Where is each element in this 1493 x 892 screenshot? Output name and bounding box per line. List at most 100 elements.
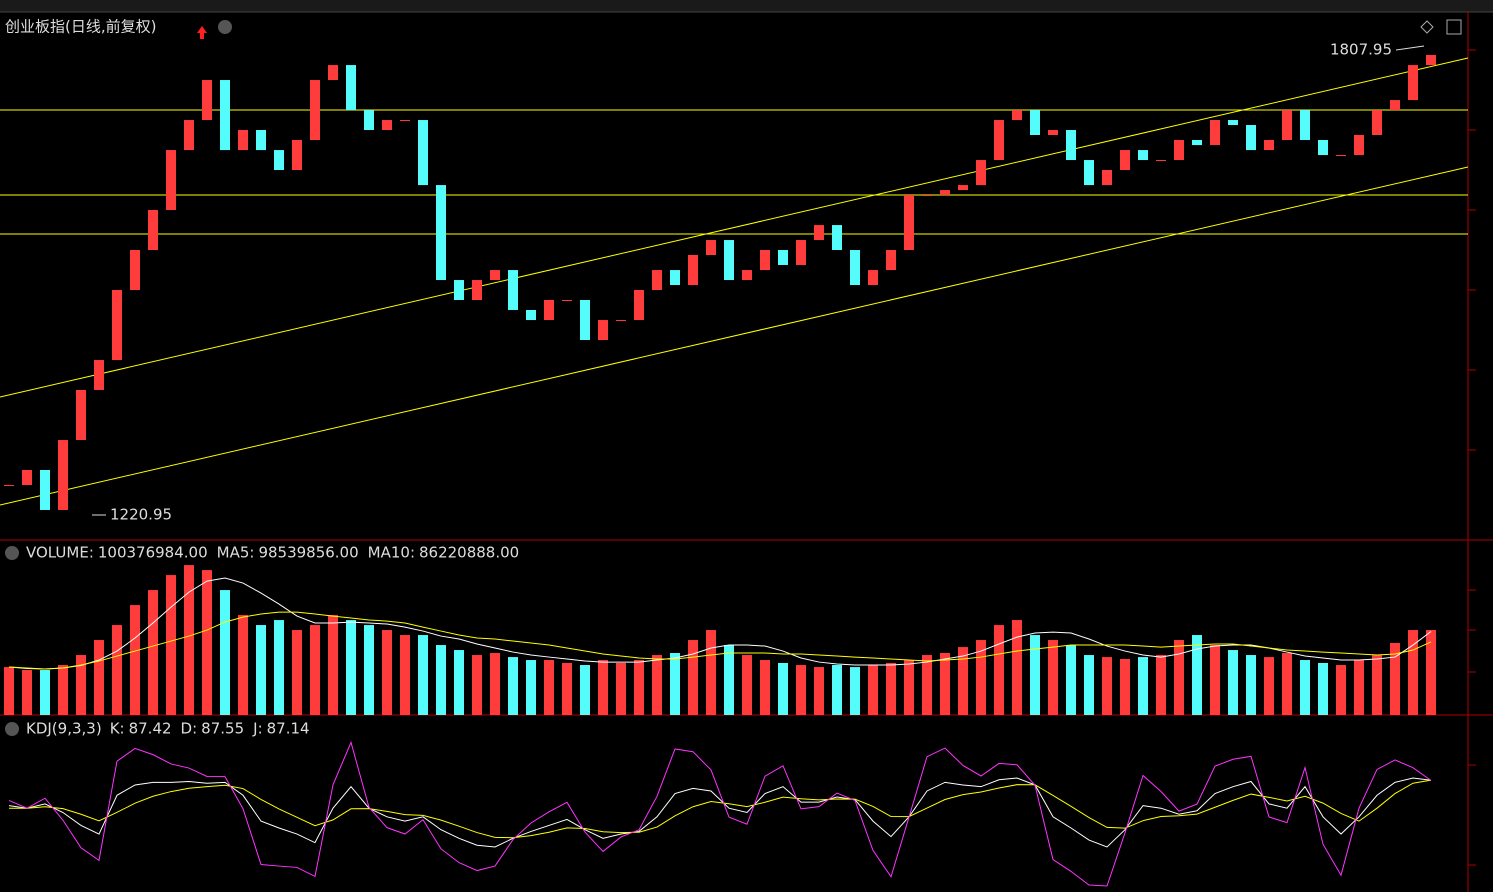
kdj-line xyxy=(8,777,1432,848)
candle-body xyxy=(814,225,824,241)
candle-body xyxy=(328,65,338,81)
legend-separator: : xyxy=(249,544,254,562)
volume-bar xyxy=(544,660,554,715)
volume-bar xyxy=(616,662,626,715)
candle-body xyxy=(1192,139,1202,146)
candle-body xyxy=(940,190,950,196)
volume-bar xyxy=(328,615,338,715)
candle-body xyxy=(742,270,752,281)
candle-body xyxy=(1408,65,1418,101)
legend-name: J xyxy=(252,720,257,738)
legend-name: MA10 xyxy=(368,544,410,562)
candle-body xyxy=(922,195,932,197)
volume-bar xyxy=(904,660,914,715)
volume-bar xyxy=(490,653,500,715)
candle-body xyxy=(706,240,716,256)
volume-bar xyxy=(922,655,932,715)
candle-body xyxy=(220,80,230,151)
volume-bar xyxy=(508,657,518,715)
volume-bar xyxy=(724,645,734,715)
candle-body xyxy=(850,250,860,286)
legend-separator: : xyxy=(89,544,94,562)
candle-body xyxy=(472,280,482,300)
volume-bar xyxy=(1282,653,1292,715)
right-axis-ticks xyxy=(1468,49,1476,866)
volume-bar xyxy=(400,635,410,715)
candle-body xyxy=(94,360,104,390)
volume-bar xyxy=(1174,640,1184,715)
candle-body xyxy=(1264,139,1274,151)
volume-bar xyxy=(220,590,230,715)
dropdown-icon[interactable] xyxy=(5,546,19,560)
dropdown-icon[interactable] xyxy=(5,722,19,736)
candle-body xyxy=(778,250,788,265)
candle-body xyxy=(364,110,374,131)
candle-body xyxy=(274,150,284,171)
legend-name: VOLUME xyxy=(26,544,89,562)
candle-body xyxy=(1012,110,1022,121)
volume-bar xyxy=(454,650,464,715)
volume-bar xyxy=(1318,662,1328,715)
candle-body xyxy=(832,225,842,251)
volume-bar xyxy=(796,665,806,715)
volume-bar xyxy=(688,640,698,715)
diamond-icon[interactable] xyxy=(1420,20,1434,34)
legend-separator: : xyxy=(120,720,125,738)
volume-bar xyxy=(202,570,212,715)
volume-bar xyxy=(382,630,392,715)
candle-body xyxy=(904,195,914,251)
window-icon[interactable] xyxy=(1446,19,1462,35)
candle-body xyxy=(346,65,356,111)
volume-bar xyxy=(1408,630,1418,715)
candle-body xyxy=(292,139,302,171)
volume-bar xyxy=(1138,657,1148,715)
candle-body xyxy=(868,270,878,286)
candle-body xyxy=(112,290,122,361)
candle-body xyxy=(130,250,140,291)
volume-bar xyxy=(1210,645,1220,715)
dropdown-icon[interactable] xyxy=(218,20,232,34)
candle-body xyxy=(976,160,986,186)
up-arrow-icon[interactable] xyxy=(197,26,207,39)
volume-bar xyxy=(886,662,896,715)
candle-body xyxy=(202,80,212,121)
volume-bar xyxy=(976,640,986,715)
candle-body xyxy=(76,389,86,441)
candle-body xyxy=(1228,120,1238,126)
candle-body xyxy=(58,440,68,510)
candle-body xyxy=(1138,150,1148,161)
legend-name: K xyxy=(110,720,121,738)
volume-bar xyxy=(4,667,14,715)
volume-bar xyxy=(94,640,104,715)
candle-body xyxy=(634,290,644,321)
legend-name: D xyxy=(181,720,193,738)
menu-bar[interactable] xyxy=(0,0,1493,12)
volume-bar xyxy=(994,625,1004,715)
volume-bar xyxy=(346,620,356,715)
legend-value: 87.14 xyxy=(267,720,310,738)
legend-separator: : xyxy=(258,720,263,738)
volume-bar xyxy=(1048,640,1058,715)
volume-bar xyxy=(112,625,122,715)
legend-separator: : xyxy=(192,720,197,738)
volume-bar xyxy=(472,655,482,715)
candle-body xyxy=(1300,110,1310,140)
volume-bar xyxy=(310,625,320,715)
volume-bar xyxy=(22,670,32,715)
volume-bar xyxy=(1066,645,1076,715)
volume-bar xyxy=(1156,655,1166,715)
candle-body xyxy=(616,320,626,322)
candle-body xyxy=(994,120,1004,161)
candle-body xyxy=(1120,150,1130,171)
candle-body xyxy=(670,270,680,286)
low-label: 1220.95 xyxy=(110,506,172,524)
volume-bar xyxy=(148,590,158,715)
ma-line xyxy=(8,577,1432,670)
volume-bar xyxy=(670,653,680,715)
volume-bar xyxy=(1426,629,1436,715)
candle-body xyxy=(1390,100,1400,111)
candle-body xyxy=(544,299,554,321)
candle-body xyxy=(1084,160,1094,186)
candle-body xyxy=(184,120,194,151)
